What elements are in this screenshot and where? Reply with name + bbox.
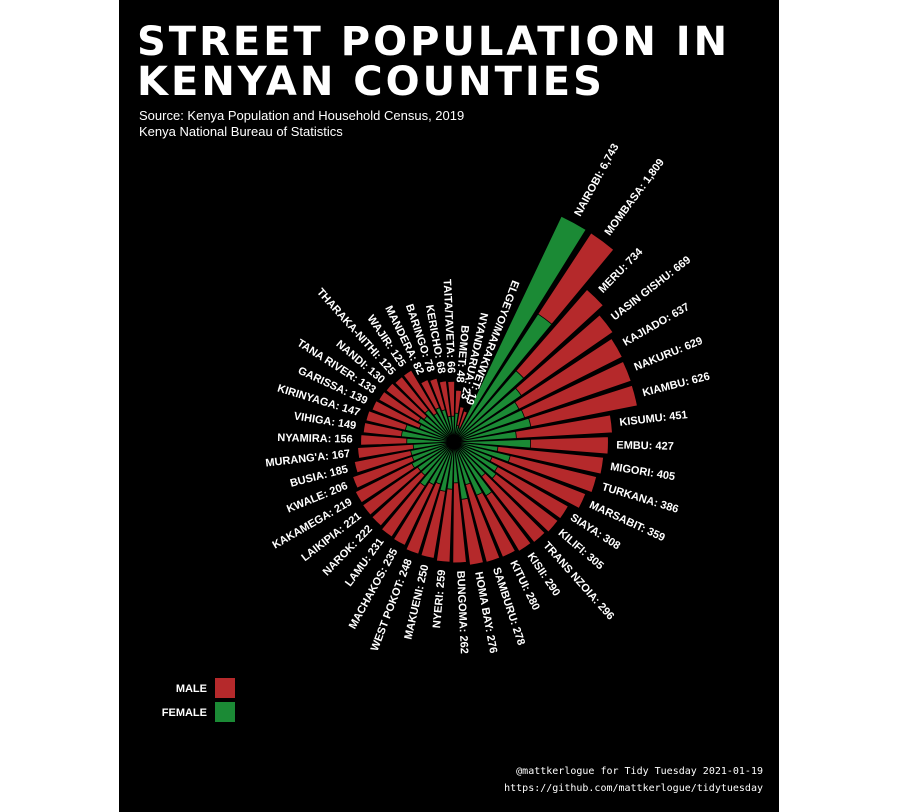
bar-female-busia [410,441,455,456]
bar-female-murang-a [412,441,455,450]
bar-female-west-pokot [435,441,455,485]
bar-female-laikipia [417,441,455,472]
label-nyamira: NYAMIRA: 156 [277,432,353,446]
label-nairobi: NAIROBI: 6,743 [572,142,621,219]
legend-swatch-female [215,702,235,722]
bar-female-homa-bay [453,441,469,500]
bar-female-kakamega [411,441,455,469]
bar-female-turkana [453,441,511,463]
bar-female-nairobi [453,215,587,443]
label-kisumu: KISUMU: 451 [619,409,688,429]
bar-female-uasin-gishu [453,387,522,443]
legend: MALE FEMALE [162,678,235,722]
label-nyeri: NYERI: 259 [431,569,448,629]
bar-female-samburu [453,441,471,486]
bar-female-narok [420,441,455,476]
bar-female-siaya [453,441,499,472]
chart-title: Street Population in Kenyan Counties [137,19,731,105]
bar-female-trans-nzoia [453,441,486,478]
label-nakuru: NAKURU: 629 [633,335,705,374]
bar-female-kajiado [453,401,520,443]
bar-female-tharaka-nithi [424,409,455,443]
bar-female-bungoma [453,441,459,484]
bar-female-kwale [411,441,455,462]
bar-female-wajir [433,412,455,443]
bar-female-garissa [418,423,455,443]
chart-subtitle: Source: Kenya Population and Household C… [139,108,465,139]
bar-female-kiambu [453,417,532,443]
label-bungoma: BUNGOMA: 262 [454,570,470,654]
legend-label-female: FEMALE [162,707,207,719]
bar-female-kilifi [453,441,497,479]
legend-swatch-male [215,678,235,698]
label-kiambu: KIAMBU: 626 [641,370,711,399]
label-bomet: BOMET: 48 [453,325,470,383]
bar-female-mombasa [453,313,553,443]
bar-female-meru [453,370,525,443]
label-taita-taveta: TAITA/TAVETA: 66 [441,279,457,374]
chart-caption: @mattkerlogue for Tidy Tuesday 2021-01-1… [504,766,763,794]
bar-female-nyamira [406,437,455,445]
bar-female-lamu [419,441,455,487]
bar-female-kericho [447,415,455,443]
bar-female-nandi [423,415,455,443]
bar-female-machakos [428,441,455,486]
bar-female-baringo [441,409,455,443]
bar-female-kisumu [453,430,517,443]
bar-female-taita-taveta [450,415,455,443]
bar-female-kitui [453,441,483,496]
female-bars [401,215,587,500]
bar-female-embu [453,438,531,449]
legend-label-male: MALE [176,683,207,695]
bar-female-marsabit [453,441,493,462]
label-embu: EMBU: 427 [616,439,674,452]
chart-panel: Street Population in Kenyan Counties Sou… [119,0,779,812]
bar-female-elgeyo-marakwet [453,427,461,443]
bar-female-mandera [435,407,455,443]
bar-female-nakuru [453,409,526,443]
bar-female-kirinyaga [404,424,455,443]
bar-female-kisii [453,441,493,497]
bar-female-tana-river [417,417,455,443]
label-migori: MIGORI: 405 [609,461,675,483]
label-mombasa: MOMBASA: 1,809 [602,157,667,238]
